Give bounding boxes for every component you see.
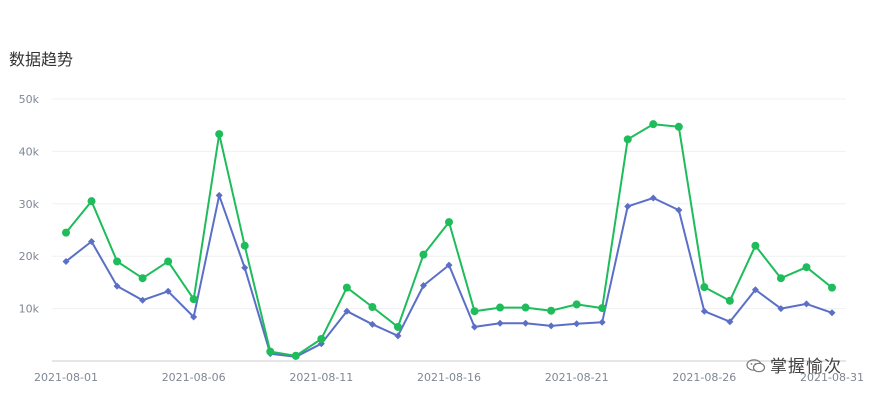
data-point <box>62 257 70 265</box>
x-tick-label: 2021-08-26 <box>672 371 736 384</box>
data-point <box>394 332 402 340</box>
data-point <box>777 305 785 313</box>
data-point <box>343 307 351 315</box>
data-point <box>113 257 122 266</box>
data-point <box>598 318 606 326</box>
data-point <box>291 351 300 360</box>
data-point <box>471 323 479 331</box>
data-point <box>393 322 402 331</box>
data-point <box>572 300 581 309</box>
data-point <box>802 263 811 272</box>
y-tick-label: 10k <box>19 303 40 316</box>
chart-title: 数据趋势 <box>9 50 74 69</box>
wechat-icon <box>746 359 766 373</box>
data-point <box>342 283 351 292</box>
data-point <box>700 283 709 292</box>
data-point <box>624 202 632 210</box>
y-tick-label: 30k <box>19 198 40 211</box>
data-point <box>547 306 556 315</box>
data-point <box>445 261 453 269</box>
x-tick-label: 2021-08-21 <box>545 371 609 384</box>
data-point <box>700 307 708 315</box>
y-tick-label: 20k <box>19 250 40 263</box>
data-point <box>189 295 198 304</box>
y-tick-label: 40k <box>19 145 40 158</box>
y-tick-label: 50k <box>19 93 40 106</box>
data-point <box>522 319 530 327</box>
data-point <box>623 135 632 144</box>
data-point <box>776 274 785 283</box>
data-point <box>496 303 505 312</box>
series-group <box>62 120 836 361</box>
data-point <box>802 300 810 308</box>
data-point <box>726 318 734 326</box>
data-point <box>164 257 173 266</box>
series-1 <box>62 120 836 360</box>
data-point <box>521 303 530 312</box>
data-point <box>139 296 147 304</box>
x-axis-ticks: 2021-08-01 2021-08-06 2021-08-11 2021-08-16… <box>34 371 864 384</box>
watermark: 掌握愉次 <box>746 352 842 377</box>
x-tick-label: 2021-08-31 <box>800 371 864 384</box>
x-tick-label: 2021-08-11 <box>289 371 353 384</box>
data-point <box>751 286 759 294</box>
data-point <box>725 296 734 305</box>
data-point <box>164 287 172 295</box>
data-point <box>241 264 249 272</box>
series-2 <box>62 191 836 361</box>
data-point <box>649 120 658 129</box>
data-point <box>215 191 223 199</box>
data-point <box>368 303 377 312</box>
data-point <box>62 228 70 237</box>
data-point <box>419 282 427 290</box>
data-point <box>828 283 836 292</box>
data-point <box>138 274 147 283</box>
data-point <box>266 347 275 356</box>
data-point <box>113 282 121 290</box>
data-point <box>368 320 376 328</box>
data-point <box>419 250 428 259</box>
data-point <box>828 309 836 317</box>
y-axis-ticks: 10k 20k 30k 40k 50k <box>19 93 40 316</box>
data-point <box>317 334 326 343</box>
x-tick-label: 2021-08-16 <box>417 371 481 384</box>
x-tick-label: 2021-08-01 <box>34 371 98 384</box>
data-point <box>751 241 760 250</box>
data-point <box>240 241 249 250</box>
data-point <box>215 130 224 139</box>
data-point <box>674 122 683 131</box>
data-point <box>445 218 453 227</box>
data-point <box>470 307 479 316</box>
data-point <box>496 319 504 327</box>
data-point <box>573 320 581 328</box>
data-point <box>190 313 198 321</box>
grid-lines <box>52 98 846 310</box>
data-point <box>649 194 657 202</box>
data-point <box>547 322 555 330</box>
data-point <box>87 197 96 206</box>
watermark-text: 掌握愉次 <box>770 357 842 377</box>
data-point <box>598 304 607 313</box>
x-tick-label: 2021-08-06 <box>162 371 226 384</box>
data-point <box>88 238 96 246</box>
data-point <box>675 206 683 214</box>
series-line <box>65 123 833 357</box>
